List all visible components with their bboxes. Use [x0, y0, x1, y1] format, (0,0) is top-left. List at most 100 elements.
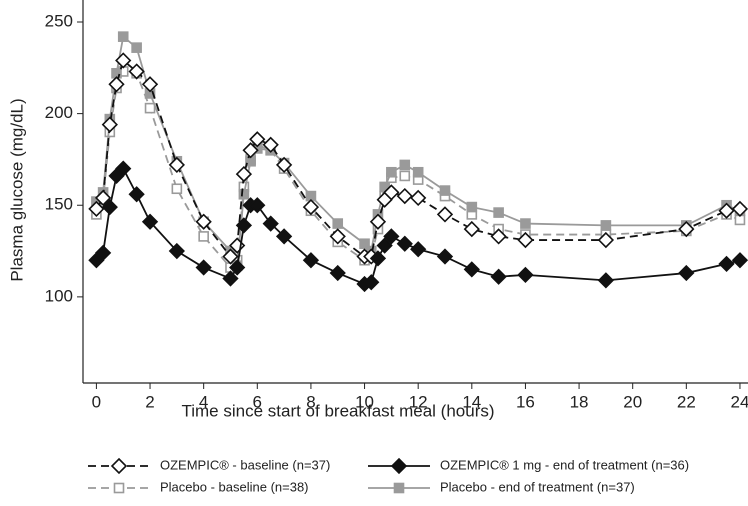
marker	[410, 189, 427, 207]
x-tick-label: 12	[409, 392, 428, 411]
marker	[383, 228, 400, 245]
marker	[302, 198, 320, 216]
marker	[466, 201, 478, 213]
y-axis-label: Plasma glucose (mg/dL)	[7, 98, 26, 281]
legend-marker	[393, 482, 405, 494]
series-line	[95, 167, 741, 285]
marker	[597, 272, 615, 289]
marker	[436, 248, 454, 265]
marker	[386, 166, 397, 178]
marker	[195, 259, 212, 276]
marker	[517, 266, 534, 284]
marker	[678, 264, 695, 282]
marker	[363, 274, 380, 291]
marker	[94, 244, 112, 262]
x-tick-label: 20	[623, 392, 642, 411]
marker	[436, 206, 454, 223]
marker	[490, 268, 507, 285]
marker	[168, 242, 185, 260]
marker	[235, 165, 253, 183]
x-tick-label: 8	[306, 392, 315, 411]
marker	[383, 184, 400, 201]
marker	[369, 250, 387, 267]
series-line	[95, 34, 741, 270]
x-tick-label: 24	[730, 392, 748, 411]
marker	[94, 189, 112, 207]
series-line	[95, 58, 741, 259]
marker	[101, 198, 118, 216]
marker	[101, 116, 118, 133]
marker	[412, 166, 424, 178]
y-tick-label: 250	[45, 11, 73, 30]
marker	[718, 255, 735, 273]
marker	[88, 200, 105, 218]
x-tick-label: 14	[462, 392, 481, 411]
marker	[168, 156, 185, 174]
marker	[195, 213, 212, 230]
marker	[115, 160, 132, 177]
x-tick-label: 0	[92, 392, 101, 411]
marker	[242, 142, 259, 159]
marker	[396, 235, 413, 252]
marker	[718, 202, 735, 219]
marker	[376, 237, 393, 254]
marker	[141, 76, 159, 93]
x-tick-label: 10	[355, 392, 374, 411]
marker	[493, 207, 504, 218]
marker	[128, 186, 145, 203]
marker	[490, 228, 507, 245]
marker	[731, 200, 748, 218]
marker	[399, 159, 411, 171]
marker	[463, 261, 480, 278]
legend-label: Placebo - end of treatment (n=37)	[440, 479, 635, 494]
marker	[439, 185, 451, 196]
marker	[678, 220, 695, 238]
marker	[238, 188, 250, 200]
marker	[600, 220, 612, 231]
marker	[329, 264, 346, 282]
marker	[396, 187, 413, 205]
x-axis-label: Time since start of breakfast meal (hour…	[181, 401, 494, 420]
marker	[520, 218, 531, 229]
marker	[117, 31, 129, 42]
legend-marker	[110, 457, 128, 475]
legend-label: OZEMPIC® 1 mg - end of treatment (n=36)	[440, 457, 689, 472]
y-tick-label: 100	[45, 286, 73, 305]
legend-marker	[390, 457, 408, 475]
series-line	[95, 70, 741, 269]
legend-marker	[113, 482, 125, 494]
x-tick-label: 2	[145, 392, 154, 411]
marker	[229, 259, 246, 276]
x-tick-label: 22	[677, 392, 696, 411]
marker	[731, 252, 748, 269]
marker	[463, 220, 480, 238]
x-tick-label: 4	[199, 392, 208, 411]
marker	[262, 215, 279, 232]
marker	[141, 213, 159, 230]
marker	[108, 76, 125, 93]
x-tick-label: 18	[570, 392, 589, 411]
marker	[275, 156, 293, 174]
marker	[128, 63, 145, 80]
marker	[198, 231, 209, 242]
marker	[410, 241, 427, 258]
marker	[249, 131, 266, 148]
marker	[359, 238, 370, 250]
marker	[369, 213, 387, 230]
marker	[517, 231, 534, 249]
marker	[249, 197, 266, 214]
marker	[302, 252, 320, 269]
marker	[131, 42, 142, 53]
legend-label: Placebo - baseline (n=38)	[160, 479, 309, 494]
marker	[222, 248, 239, 265]
x-tick-label: 16	[516, 392, 535, 411]
marker	[399, 170, 411, 182]
marker	[115, 52, 132, 69]
marker	[332, 218, 344, 229]
y-tick-label: 200	[45, 103, 73, 122]
x-tick-label: 6	[253, 392, 262, 411]
marker	[329, 228, 346, 245]
marker	[222, 270, 239, 287]
y-tick-label: 150	[45, 195, 73, 214]
